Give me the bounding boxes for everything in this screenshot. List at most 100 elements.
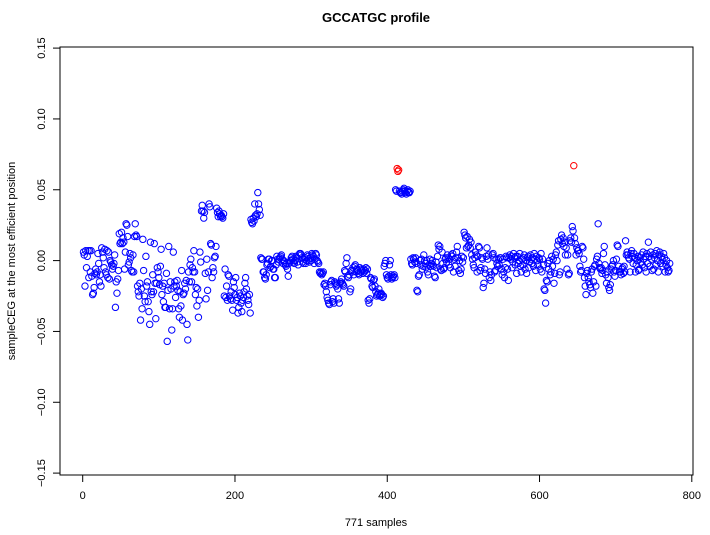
- data-point: [139, 266, 148, 275]
- data-point: [225, 292, 234, 300]
- data-point: [146, 320, 154, 329]
- data-point: [225, 272, 233, 280]
- data-point: [327, 278, 335, 286]
- data-point: [451, 262, 459, 270]
- data-point: [188, 263, 197, 272]
- data-point: [535, 254, 543, 262]
- data-point: [364, 296, 372, 304]
- data-point: [136, 316, 145, 324]
- data-point: [504, 276, 513, 285]
- data-point: [592, 282, 600, 290]
- data-point: [120, 265, 129, 273]
- data-point: [564, 271, 573, 279]
- data-point: [244, 300, 253, 309]
- data-point: [618, 263, 627, 272]
- data-point: [94, 249, 102, 258]
- data-point: [177, 302, 185, 310]
- data-point: [589, 278, 598, 286]
- data-point: [140, 292, 149, 300]
- data-point: [321, 282, 330, 290]
- data-point: [495, 261, 503, 269]
- data-point: [168, 326, 176, 334]
- data-point: [584, 273, 592, 282]
- data-point: [598, 269, 606, 278]
- data-point: [187, 278, 196, 286]
- data-point: [540, 285, 548, 293]
- data-point: [365, 299, 373, 307]
- data-point: [172, 282, 181, 290]
- data-point: [382, 256, 390, 265]
- data-point: [552, 248, 560, 256]
- data-point: [546, 271, 554, 279]
- data-point: [576, 262, 584, 270]
- data-point: [567, 234, 575, 242]
- data-point: [551, 269, 559, 278]
- data-point: [139, 235, 147, 244]
- data-point: [234, 309, 242, 317]
- data-point: [157, 245, 165, 253]
- data-point: [581, 282, 589, 290]
- data-point: [477, 263, 485, 272]
- data-point: [194, 313, 203, 321]
- data-point: [639, 248, 647, 256]
- data-point: [405, 188, 414, 197]
- data-point: [190, 268, 199, 276]
- data-point: [479, 283, 487, 292]
- data-point: [177, 266, 186, 275]
- data-point: [129, 251, 137, 259]
- data-point: [235, 289, 244, 297]
- data-point: [475, 244, 484, 252]
- data-point: [656, 248, 664, 256]
- data-point: [178, 316, 187, 324]
- data-point: [457, 265, 465, 273]
- data-points: [79, 161, 674, 346]
- data-point: [169, 248, 178, 256]
- highlighted-data-point: [393, 164, 401, 173]
- data-point: [570, 234, 579, 242]
- data-point: [613, 241, 621, 249]
- data-point: [619, 269, 627, 278]
- data-point: [224, 271, 232, 279]
- data-point: [389, 272, 398, 280]
- data-point: [569, 227, 577, 235]
- data-point: [459, 254, 468, 262]
- data-point: [489, 249, 497, 258]
- y-tick-label: 0.15: [36, 37, 48, 58]
- data-point: [561, 251, 570, 259]
- data-point: [116, 239, 124, 248]
- data-point: [171, 293, 180, 302]
- data-point: [142, 252, 150, 261]
- data-point: [370, 275, 379, 283]
- data-point: [458, 258, 467, 266]
- data-point: [414, 288, 422, 296]
- data-point: [92, 271, 101, 279]
- data-point: [184, 336, 192, 344]
- data-point: [105, 275, 114, 283]
- data-point: [621, 268, 629, 276]
- data-point: [89, 289, 98, 297]
- data-point: [415, 271, 423, 279]
- data-point: [204, 268, 213, 276]
- data-point: [339, 280, 347, 289]
- data-point: [571, 239, 580, 248]
- data-point: [386, 256, 394, 265]
- data-point: [378, 290, 386, 299]
- data-point: [181, 285, 190, 293]
- data-point: [311, 249, 320, 258]
- data-point: [132, 231, 140, 239]
- data-point: [391, 273, 399, 282]
- y-axis-label: sampleCEG at the most efficient position: [6, 162, 18, 361]
- data-point: [450, 255, 458, 263]
- data-point: [314, 258, 322, 266]
- data-point: [346, 288, 354, 296]
- data-point: [458, 252, 466, 261]
- data-point: [414, 272, 423, 280]
- data-point: [209, 268, 218, 276]
- data-point: [664, 268, 672, 276]
- data-point: [229, 278, 238, 286]
- data-point: [219, 214, 227, 222]
- data-point: [542, 276, 551, 285]
- data-point: [135, 292, 143, 300]
- data-point: [406, 187, 414, 195]
- data-point: [665, 266, 673, 275]
